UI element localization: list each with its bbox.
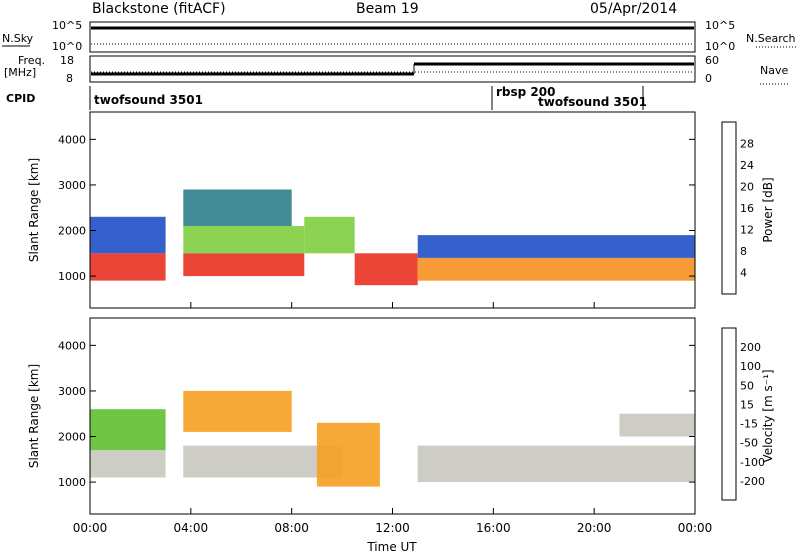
noise-tick-lo-left: 10^0 xyxy=(52,40,82,53)
velocity-band xyxy=(619,413,695,437)
noise-search-label: N.Search xyxy=(746,32,796,45)
velocity-colorbar-tick: 200 xyxy=(740,341,761,354)
power-ytick-label: 4000 xyxy=(58,133,86,146)
velocity-band xyxy=(417,445,695,483)
cpid-seg-3: twofsound 3501 xyxy=(538,95,647,109)
power-panel: Slant Range [km] 1000 2000 3000 4000 xyxy=(27,111,696,309)
velocity-colorbar-tick: -15 xyxy=(740,418,758,431)
nave-tick-lo: 0 xyxy=(705,72,712,85)
velocity-colorbar-label: Velocity [m s⁻¹] xyxy=(761,369,775,462)
x-tick-label: 08:00 xyxy=(274,521,309,535)
velocity-colorbar: -200 -100 -50 -15 15 50 100 200 xyxy=(721,327,765,501)
velocity-yticks: 1000 2000 3000 4000 xyxy=(58,339,695,489)
power-band xyxy=(90,253,166,281)
velocity-colorbar-tick: 100 xyxy=(740,360,761,373)
noise-sky-label: N.Sky xyxy=(2,32,34,45)
velocity-colorbar-tick: -200 xyxy=(740,475,765,488)
freq-tick-hi: 18 xyxy=(60,54,74,67)
date-title: 05/Apr/2014 xyxy=(590,1,677,17)
cpid-seg-2: rbsp 200 xyxy=(496,85,555,99)
power-colorbar-tick: 24 xyxy=(740,159,754,172)
power-band xyxy=(183,253,305,277)
power-ytick-label: 2000 xyxy=(58,225,86,238)
power-colorbar-label: Power [dB] xyxy=(761,177,775,242)
power-band xyxy=(183,189,292,226)
velocity-ylabel: Slant Range [km] xyxy=(27,364,41,468)
velocity-colorbar-tick: 50 xyxy=(740,379,754,392)
power-colorbar-frame xyxy=(721,121,737,295)
noise-tick-hi-right: 10^5 xyxy=(705,19,735,32)
cpid-row: CPID twofsound 3501 rbsp 200 twofsound 3… xyxy=(6,85,647,110)
noise-panel-frame xyxy=(89,21,696,53)
x-tick-label: 12:00 xyxy=(375,521,410,535)
power-yticks: 1000 2000 3000 4000 xyxy=(58,133,695,283)
velocity-ytick-label: 2000 xyxy=(58,431,86,444)
power-colorbar-tick: 20 xyxy=(740,181,754,194)
nave-label: Nave xyxy=(760,64,788,77)
power-colorbar: 4 8 12 16 20 24 28 xyxy=(721,121,754,295)
velocity-ytick-label: 1000 xyxy=(58,476,86,489)
cpid-seg-1: twofsound 3501 xyxy=(94,93,203,107)
nave-tick-hi: 60 xyxy=(705,54,719,67)
x-axis: 00:00 04:00 08:00 12:00 16:00 20:00 00:00 xyxy=(73,302,713,535)
freq-label: Freq. xyxy=(18,54,45,67)
velocity-ytick-label: 3000 xyxy=(58,385,86,398)
x-tick-label: 16:00 xyxy=(476,521,511,535)
freq-tick-lo: 8 xyxy=(66,72,73,85)
cpid-label: CPID xyxy=(6,92,35,105)
velocity-colorbar-tick: -100 xyxy=(740,456,765,469)
power-band xyxy=(304,216,355,254)
x-tick-label: 00:00 xyxy=(73,521,108,535)
power-colorbar-tick: 8 xyxy=(740,245,747,258)
velocity-band xyxy=(90,450,166,478)
power-band xyxy=(417,235,695,258)
velocity-plot-bg xyxy=(90,318,695,514)
x-axis-label: Time UT xyxy=(366,540,417,554)
power-colorbar-tick: 4 xyxy=(740,267,747,280)
power-band xyxy=(183,226,305,254)
velocity-panel: Slant Range [km] 1000 2000 3000 4000 xyxy=(27,317,696,515)
velocity-cells xyxy=(90,390,695,487)
velocity-ytick-label: 4000 xyxy=(58,339,86,352)
velocity-band xyxy=(183,390,292,432)
x-tick-label: 04:00 xyxy=(174,521,209,535)
velocity-colorbar-tick: -50 xyxy=(740,437,758,450)
freq-panel: Freq. [MHz] 18 8 60 0 Nave xyxy=(4,54,788,85)
station-title: Blackstone (fitACF) xyxy=(92,1,226,17)
power-ytick-label: 1000 xyxy=(58,270,86,283)
velocity-colorbar-frame xyxy=(721,327,737,501)
power-colorbar-tick: 16 xyxy=(740,202,754,215)
x-tick-label: 20:00 xyxy=(577,521,612,535)
velocity-band xyxy=(90,409,166,451)
power-ylabel: Slant Range [km] xyxy=(27,158,41,262)
x-tick-label: 00:00 xyxy=(678,521,713,535)
power-band xyxy=(354,253,418,286)
noise-tick-lo-right: 10^0 xyxy=(705,40,735,53)
velocity-colorbar-tick: 15 xyxy=(740,398,754,411)
noise-panel: N.Sky 10^5 10^0 10^5 10^0 N.Search xyxy=(2,19,796,53)
power-colorbar-tick: 28 xyxy=(740,138,754,151)
noise-tick-hi-left: 10^5 xyxy=(52,19,82,32)
freq-unit: [MHz] xyxy=(4,66,36,79)
power-cells xyxy=(90,189,695,286)
power-band xyxy=(417,257,695,281)
velocity-band xyxy=(183,445,343,478)
power-band xyxy=(90,216,166,254)
freq-panel-frame xyxy=(89,55,696,83)
power-ytick-label: 3000 xyxy=(58,179,86,192)
velocity-band xyxy=(316,422,380,487)
beam-title: Beam 19 xyxy=(356,1,419,17)
power-colorbar-tick: 12 xyxy=(740,224,754,237)
